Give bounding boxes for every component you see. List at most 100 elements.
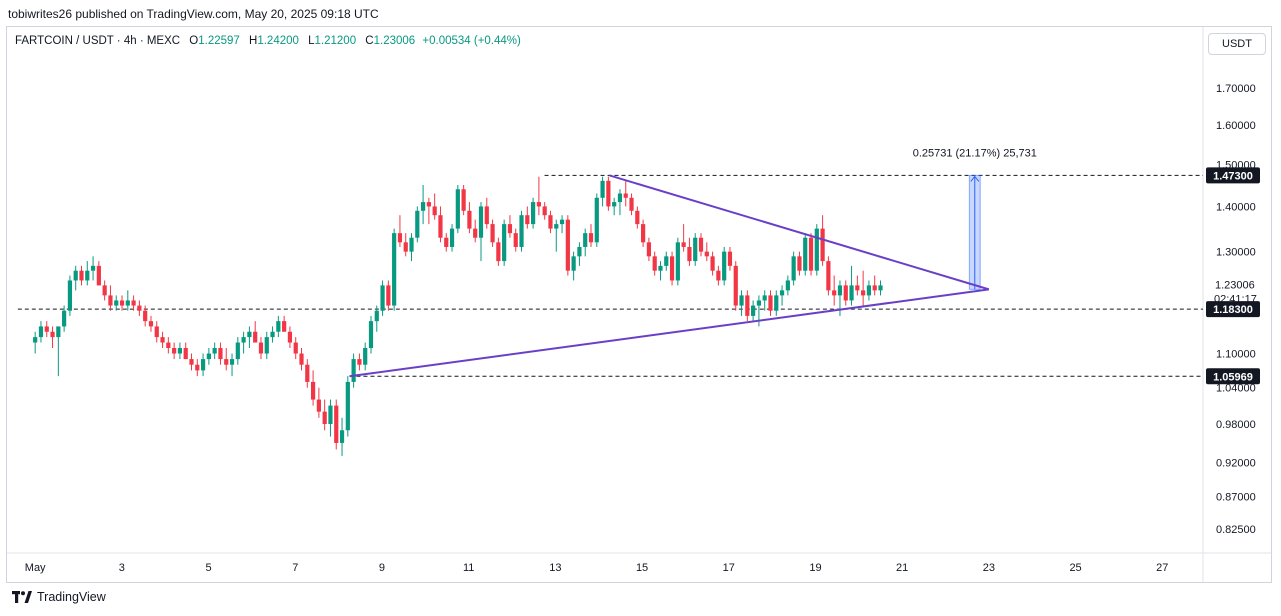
candle-down[interactable] (282, 321, 287, 332)
candle-up[interactable] (212, 348, 217, 354)
candle-down[interactable] (745, 295, 750, 316)
candle-down[interactable] (119, 300, 125, 306)
candle-up[interactable] (779, 290, 785, 296)
candle-up[interactable] (559, 219, 565, 225)
candle-up[interactable] (392, 233, 397, 306)
candle-down[interactable] (397, 233, 403, 243)
candle-up[interactable] (612, 202, 617, 207)
candle-up[interactable] (345, 381, 350, 431)
candle-down[interactable] (79, 270, 84, 281)
candle-down[interactable] (137, 305, 142, 311)
candle-up[interactable] (276, 321, 281, 332)
candle-down[interactable] (716, 270, 721, 281)
candle-up[interactable] (664, 256, 669, 266)
candle-down[interactable] (855, 285, 860, 291)
candle-up[interactable] (774, 295, 779, 311)
candle-down[interactable] (820, 228, 825, 262)
candle-up[interactable] (125, 300, 130, 306)
candle-up[interactable] (38, 326, 44, 338)
candle-down[interactable] (316, 399, 321, 412)
candle-down[interactable] (50, 331, 55, 338)
candle-down[interactable] (183, 348, 188, 360)
candle-up[interactable] (85, 270, 90, 281)
candle-up[interactable] (67, 280, 73, 311)
candle-up[interactable] (235, 342, 240, 360)
candle-down[interactable] (704, 251, 709, 257)
candle-down[interactable] (542, 206, 547, 216)
candle-down[interactable] (305, 364, 310, 382)
candle-up[interactable] (270, 331, 275, 338)
currency-button[interactable]: USDT (1208, 33, 1266, 55)
candle-down[interactable] (143, 310, 148, 322)
candle-down[interactable] (224, 359, 229, 365)
candle-down[interactable] (467, 210, 472, 229)
candle-up[interactable] (693, 237, 698, 262)
candle-down[interactable] (253, 331, 258, 343)
candle-down[interactable] (310, 381, 316, 400)
candle-down[interactable] (797, 256, 802, 271)
candle-up[interactable] (583, 233, 588, 247)
candle-up[interactable] (617, 193, 623, 203)
candle-up[interactable] (339, 430, 345, 443)
symbol-label[interactable]: FARTCOIN / USDT · 4h · MEXC (15, 35, 181, 47)
candle-up[interactable] (241, 337, 246, 343)
candle-down[interactable] (727, 251, 733, 266)
candle-down[interactable] (652, 256, 657, 271)
candle-down[interactable] (698, 237, 704, 252)
candle-down[interactable] (861, 290, 866, 296)
candle-up[interactable] (600, 180, 605, 198)
candle-down[interactable] (843, 285, 848, 301)
candle-up[interactable] (554, 224, 559, 229)
candle-up[interactable] (791, 256, 796, 281)
candle-down[interactable] (258, 342, 264, 354)
candle-down[interactable] (166, 342, 171, 349)
candle-up[interactable] (363, 348, 368, 365)
candle-down[interactable] (218, 348, 223, 360)
candle-up[interactable] (449, 228, 455, 247)
candle-down[interactable] (629, 197, 634, 211)
candle-down[interactable] (189, 359, 194, 365)
candle-up[interactable] (658, 265, 663, 271)
candle-up[interactable] (56, 326, 61, 338)
candle-down[interactable] (733, 265, 738, 306)
candle-down[interactable] (432, 206, 437, 216)
candle-up[interactable] (849, 285, 854, 301)
candle-down[interactable] (96, 265, 101, 286)
candle-down[interactable] (293, 342, 298, 354)
candle-up[interactable] (177, 348, 183, 354)
candle-up[interactable] (368, 321, 374, 349)
candle-up[interactable] (229, 359, 235, 365)
chart-frame[interactable] (6, 26, 1272, 583)
candle-up[interactable] (785, 280, 790, 291)
candle-up[interactable] (739, 295, 744, 306)
candle-down[interactable] (548, 215, 553, 229)
candle-up[interactable] (866, 285, 872, 296)
candle-up[interactable] (455, 189, 460, 229)
candle-down[interactable] (322, 411, 327, 424)
candle-down[interactable] (131, 300, 136, 306)
candle-down[interactable] (172, 348, 177, 354)
candle-up[interactable] (722, 251, 727, 281)
candle-down[interactable] (386, 285, 391, 306)
candle-up[interactable] (478, 206, 484, 238)
candle-down[interactable] (641, 224, 646, 243)
candle-up[interactable] (420, 202, 426, 211)
candle-down[interactable] (102, 285, 107, 296)
candle-down[interactable] (565, 219, 570, 271)
candle-down[interactable] (473, 228, 478, 238)
candle-down[interactable] (44, 326, 49, 332)
candle-down[interactable] (710, 256, 715, 271)
candle-up[interactable] (33, 337, 38, 343)
candle-down[interactable] (357, 359, 362, 365)
candle-up[interactable] (114, 300, 119, 306)
triangle-upper-line[interactable] (609, 174, 990, 291)
candle-down[interactable] (669, 256, 675, 281)
candle-down[interactable] (513, 233, 518, 247)
candle-down[interactable] (536, 202, 541, 207)
candle-up[interactable] (73, 270, 78, 281)
candle-down[interactable] (108, 295, 113, 306)
candle-up[interactable] (675, 242, 680, 281)
candle-down[interactable] (606, 180, 611, 207)
candle-up[interactable] (200, 359, 206, 371)
candle-down[interactable] (681, 242, 686, 247)
